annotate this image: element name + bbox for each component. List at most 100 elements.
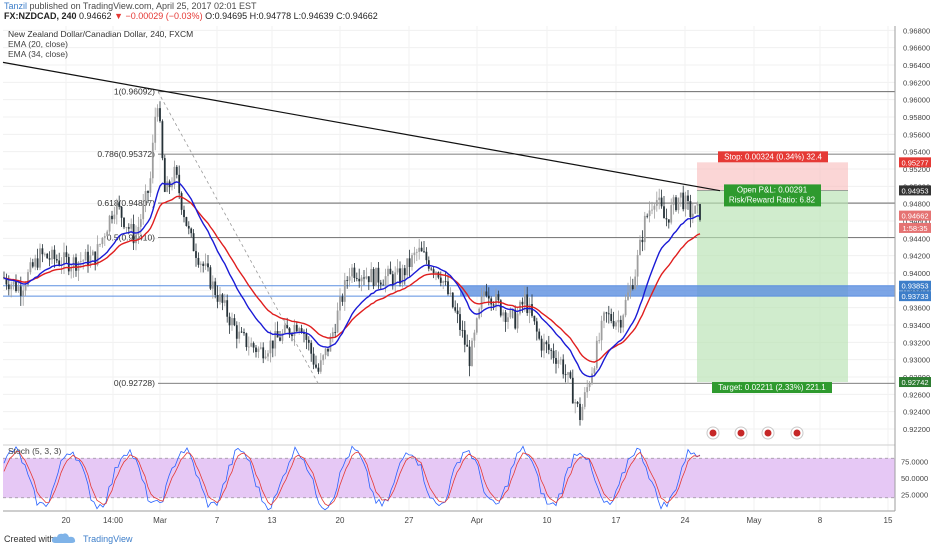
symbol-info: FX:NZDCAD, 240 0.94662 ▼ −0.00029 (−0.03…: [4, 11, 378, 21]
candle-body: [387, 268, 389, 277]
candle-body: [89, 255, 92, 266]
price-badge-label: 0.94953: [901, 186, 928, 195]
price-badge-label: 0.95277: [901, 158, 928, 167]
candle-body: [36, 258, 39, 268]
candle-body: [103, 236, 106, 238]
candle-body: [379, 282, 382, 285]
candle-body: [79, 261, 82, 262]
candle-body: [564, 374, 567, 376]
candle-body: [682, 192, 685, 210]
candle-body: [550, 349, 553, 351]
price-tick-label: 0.94400: [903, 234, 930, 243]
candle-body: [408, 258, 411, 268]
candle-body: [581, 406, 584, 421]
candle-body: [675, 197, 677, 211]
candle-body: [401, 268, 404, 284]
flag-icon: [793, 429, 801, 437]
time-tick-label: 20: [62, 516, 71, 525]
candle-body: [221, 294, 224, 303]
candle-body: [115, 202, 118, 215]
publish-header: Tanzil published on TradingView.com, Apr…: [0, 0, 932, 26]
candle-body: [327, 348, 329, 352]
candle-body: [255, 347, 257, 353]
candle-body: [243, 332, 245, 334]
candle-body: [137, 226, 140, 235]
price-badge-box: [899, 280, 931, 291]
candle-body: [226, 300, 229, 317]
trendline[interactable]: [2, 61, 721, 192]
flag-icon: [764, 429, 772, 437]
candle-body: [312, 353, 315, 365]
candle-body: [651, 209, 653, 211]
candle-body: [355, 277, 358, 279]
candle-body: [185, 217, 188, 226]
candle-body: [610, 314, 613, 321]
price-change: ▼ −0.00029 (−0.03%): [114, 11, 203, 21]
candle-body: [264, 356, 267, 359]
candle-body: [197, 257, 200, 265]
ema34-legend: EMA (34, close): [8, 49, 68, 59]
candle-body: [51, 249, 53, 260]
candle-body: [279, 337, 281, 341]
candle-body: [492, 304, 495, 306]
support-zone[interactable]: [3, 285, 895, 297]
price-tick-label: 0.96600: [903, 44, 930, 53]
candle-body: [432, 269, 435, 274]
candle-body: [22, 290, 25, 296]
price-chart[interactable]: 1(0.96092)0.786(0.95372)0.618(0.94807)0.…: [0, 26, 932, 530]
candle-body: [643, 215, 646, 243]
candle-body: [641, 239, 644, 243]
candle-body: [43, 253, 46, 255]
candle-body: [3, 277, 5, 279]
candle-body: [334, 332, 337, 333]
price-tick-label: 0.94200: [903, 252, 930, 261]
candle-body: [612, 320, 615, 327]
long-position-tool[interactable]: Stop: 0.00324 (0.34%) 32.4 Open P&L: 0.00…: [697, 151, 848, 394]
candle-body: [214, 281, 217, 295]
price-tick-label: 0.92200: [903, 425, 930, 434]
candle-body: [17, 286, 20, 292]
candle-body: [593, 368, 596, 374]
candle-body: [466, 344, 469, 347]
candle-body: [300, 328, 303, 333]
candle-body: [209, 267, 212, 289]
event-markers[interactable]: [706, 426, 804, 440]
candle-body: [569, 372, 572, 378]
candle-body: [684, 195, 687, 210]
candle-body: [391, 274, 394, 285]
candle-body: [219, 294, 221, 302]
candle-body: [34, 258, 37, 267]
flag-icon: [737, 429, 745, 437]
candle-body: [627, 292, 629, 300]
price-badge-box: [899, 291, 931, 302]
candle-body: [216, 294, 219, 302]
candle-body: [228, 316, 231, 326]
candle-body: [262, 347, 265, 359]
tradingview-cloud-icon: [51, 533, 76, 543]
candle-body: [286, 325, 289, 329]
candle-body: [413, 252, 416, 256]
candle-body: [495, 294, 497, 306]
time-tick-label: 10: [543, 516, 552, 525]
candle-body: [605, 312, 608, 314]
candle-body: [535, 321, 538, 332]
candle-body: [171, 184, 173, 188]
price-tick-label: 0.93600: [903, 304, 930, 313]
candle-body: [504, 312, 507, 322]
candle-body: [252, 343, 255, 348]
ohlc-values: O:0.94695 H:0.94778 L:0.94639 C:0.94662: [205, 11, 378, 21]
author-link[interactable]: Tanzil: [4, 1, 28, 11]
candle-body: [514, 309, 517, 329]
candle-body: [351, 267, 353, 277]
tradingview-link[interactable]: TradingView: [83, 534, 133, 544]
price-tick-label: 0.93400: [903, 321, 930, 330]
zone-fill[interactable]: [460, 285, 895, 297]
candle-body: [660, 197, 663, 207]
candle-body: [70, 267, 73, 272]
descending-trendline[interactable]: [2, 61, 721, 192]
candle-body: [315, 364, 317, 368]
candle-body: [108, 215, 111, 232]
candle-body: [192, 233, 195, 252]
price-badge-label: 0.93733: [901, 292, 928, 301]
candle-body: [173, 166, 176, 185]
